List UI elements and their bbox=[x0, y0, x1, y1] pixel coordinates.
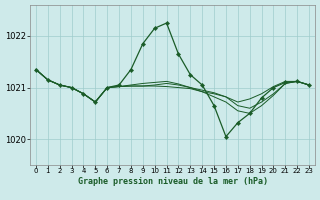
X-axis label: Graphe pression niveau de la mer (hPa): Graphe pression niveau de la mer (hPa) bbox=[77, 177, 268, 186]
